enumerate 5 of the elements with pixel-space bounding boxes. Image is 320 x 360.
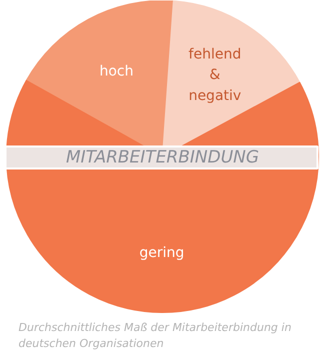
text: Durchschnittliches Maß der Mitarbeiterbindung in deutschen Organisationen — [18, 321, 292, 350]
text: MITARBEITERBINDUNG — [66, 148, 260, 168]
slice-label: hoch — [99, 63, 134, 80]
slice-label: fehlend & negativ — [188, 46, 242, 104]
slice-label: gering — [139, 245, 184, 262]
